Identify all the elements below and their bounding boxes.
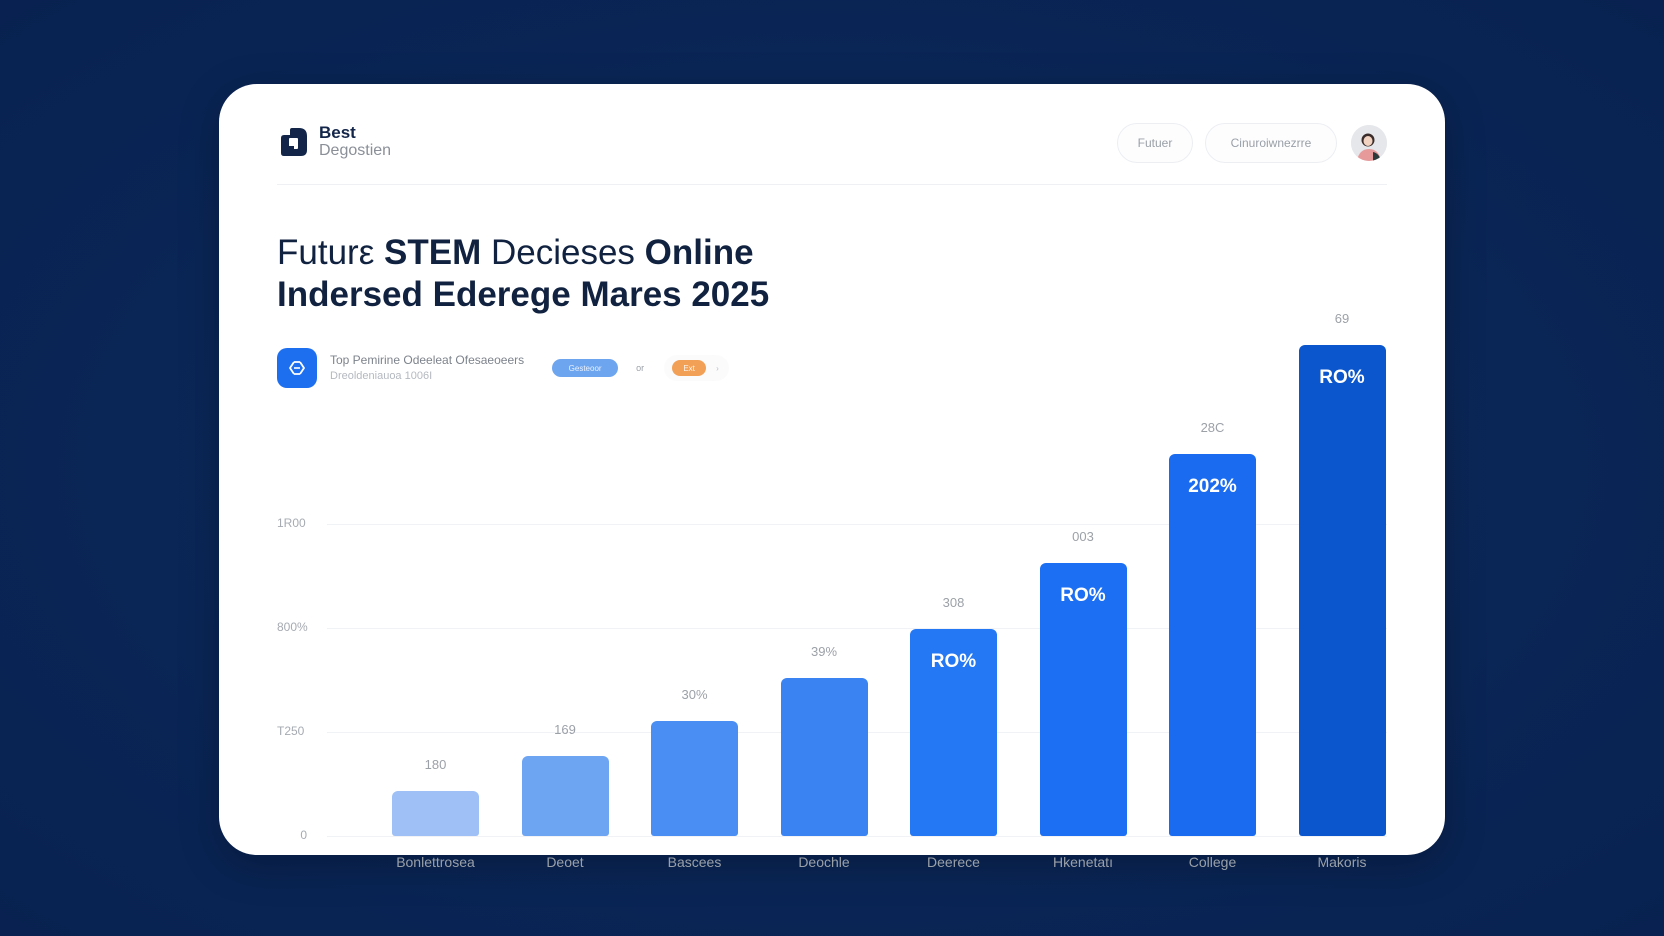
bar-inner-label: RO% xyxy=(930,651,977,672)
title-word: Futurε xyxy=(277,233,385,272)
x-axis-label: College xyxy=(1188,854,1237,870)
chevron-right-icon: › xyxy=(716,363,719,373)
gridline xyxy=(327,836,1387,837)
title-word: Decieses xyxy=(490,233,645,272)
bar[interactable]: RO% xyxy=(1298,345,1386,836)
gridline xyxy=(327,524,1387,525)
y-axis-tick: 1R00 xyxy=(277,516,306,530)
chart-info-row: Top Pemirine Odeeleat Ofesaeoeers Dreold… xyxy=(277,348,729,388)
chip-separator: or xyxy=(636,363,645,373)
x-axis-label: Bonlettrosea xyxy=(396,854,475,870)
bar-inner-label: 202% xyxy=(1188,476,1237,497)
bar-value-label: 30% xyxy=(681,687,708,702)
filter-dropdown[interactable]: Ext › xyxy=(664,355,729,381)
bar[interactable]: 202% xyxy=(1169,454,1256,836)
brand-subtitle: Degostien xyxy=(319,142,392,159)
bar-value-label: 169 xyxy=(554,722,576,737)
header-divider xyxy=(277,184,1387,185)
title-word: Online xyxy=(644,233,754,272)
x-axis-label: Deoet xyxy=(546,854,584,870)
nav-button-secondary[interactable]: Cinuroiwnezrre xyxy=(1205,123,1337,163)
nav-button-futuer[interactable]: Futuer xyxy=(1117,123,1193,163)
dashboard-card: Best Degostien Futuer Cinuroiwnezrre Fut… xyxy=(219,84,1445,870)
bar-inner-label: RO% xyxy=(1319,367,1365,388)
y-axis-tick: 0 xyxy=(300,828,307,842)
bar-value-label: 003 xyxy=(1072,529,1094,544)
logo-icon xyxy=(277,126,309,158)
bar-value-label: 180 xyxy=(424,757,447,772)
x-axis-label: Makoris xyxy=(1317,854,1367,870)
bar[interactable] xyxy=(780,678,868,836)
bar[interactable] xyxy=(521,756,609,836)
filter-chip-orange[interactable]: Ext xyxy=(672,360,707,376)
bar[interactable] xyxy=(651,721,738,836)
bar-value-label: 39% xyxy=(810,644,838,659)
gridline xyxy=(327,628,1387,629)
x-axis-label: Hkenetatı xyxy=(1053,854,1113,870)
user-avatar[interactable] xyxy=(1351,125,1387,161)
y-axis-tick: 800% xyxy=(277,620,308,634)
brand-name: Best xyxy=(319,123,356,142)
bar[interactable]: RO% xyxy=(1039,563,1127,836)
filter-chip-blue[interactable]: Gesteoor xyxy=(552,359,619,377)
connection-icon xyxy=(277,348,317,388)
bar-value-label: 308 xyxy=(942,595,965,610)
x-axis-label: Deochle xyxy=(798,854,850,870)
info-title: Top Pemirine Odeeleat Ofesaeoeers xyxy=(330,353,525,367)
top-nav: Futuer Cinuroiwnezrre xyxy=(1117,123,1387,163)
title-line2: Indersed Ederege Mares 2025 xyxy=(277,275,770,314)
bar-value-label: 69 xyxy=(1334,311,1350,326)
bar[interactable] xyxy=(392,791,479,836)
x-axis-label: Deerece xyxy=(927,854,980,870)
bar-inner-label: RO% xyxy=(1060,585,1106,606)
bar[interactable]: RO% xyxy=(910,629,997,836)
bar-value-label: 28C xyxy=(1200,420,1225,435)
info-subtitle: Dreoldeniauoa 1006I xyxy=(330,370,433,382)
x-axis-label: Bascees xyxy=(667,854,722,870)
page-title: Futurε STEM Decieses Online Indersed Ede… xyxy=(277,232,769,316)
title-word: STEM xyxy=(384,233,491,272)
y-axis-tick: T250 xyxy=(277,724,305,738)
bar-chart: 0 T250 800% 1R00 180 Bonlettrosea 169 Deoet 30% B… xyxy=(277,311,1387,870)
brand-logo[interactable]: Best Degostien xyxy=(277,124,391,160)
